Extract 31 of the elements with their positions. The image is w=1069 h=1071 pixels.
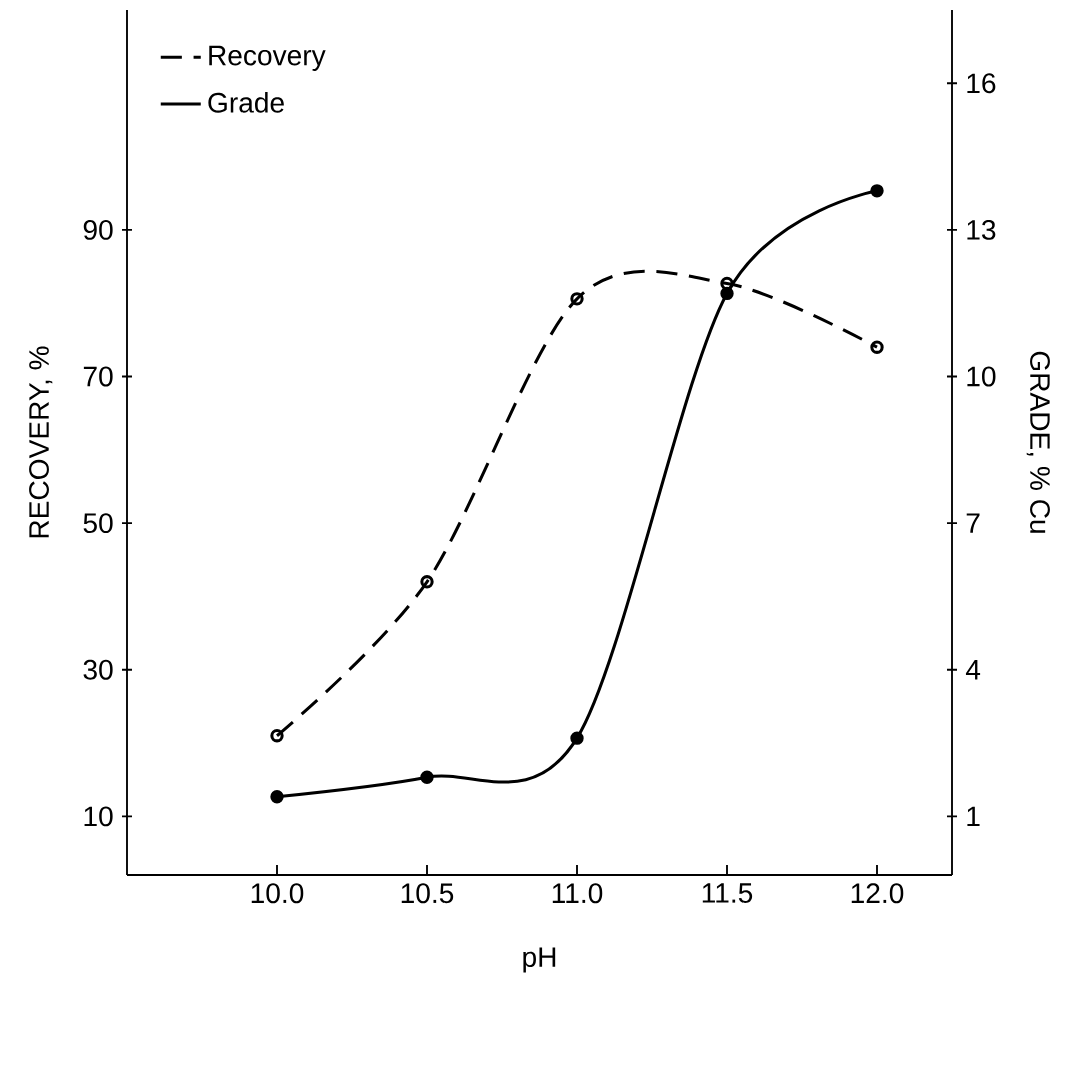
y2-tick-label: 4 — [965, 660, 981, 680]
point — [720, 286, 734, 301]
point — [420, 770, 434, 784]
legend-label: Grade — [208, 92, 284, 113]
point — [720, 276, 734, 291]
legend-label: Recovery — [209, 45, 326, 71]
y-tick-label: 30 — [83, 659, 113, 680]
y2-tick-label: 10 — [967, 366, 996, 387]
point — [870, 184, 884, 198]
x-axis-title: pH — [523, 947, 556, 973]
x-tick-label: 11.0 — [552, 883, 603, 904]
y2-axis-title: GRADE, % Cu — [1026, 351, 1050, 533]
x-tick-label: 10.5 — [401, 883, 454, 904]
point — [420, 575, 434, 589]
y-tick-label: 70 — [83, 366, 113, 387]
x-tick-label: 10.0 — [251, 883, 304, 904]
point — [570, 731, 584, 745]
x-tick-label: 11.5 — [702, 883, 753, 903]
point — [570, 292, 584, 306]
y2-tick-label: 1 — [967, 806, 980, 827]
y2-tick-label: 16 — [967, 73, 996, 94]
y-tick-label: 90 — [83, 219, 113, 240]
x-tick-label: 12.0 — [851, 883, 904, 904]
point — [870, 340, 884, 354]
point — [270, 729, 284, 743]
point — [270, 790, 284, 804]
y2-tick-label: 13 — [967, 219, 996, 240]
y-tick-label: 10 — [84, 806, 113, 827]
y-axis-title: RECOVERY, % — [29, 346, 53, 538]
y-tick-label: 50 — [83, 513, 113, 534]
y2-tick-label: 7 — [966, 513, 980, 533]
